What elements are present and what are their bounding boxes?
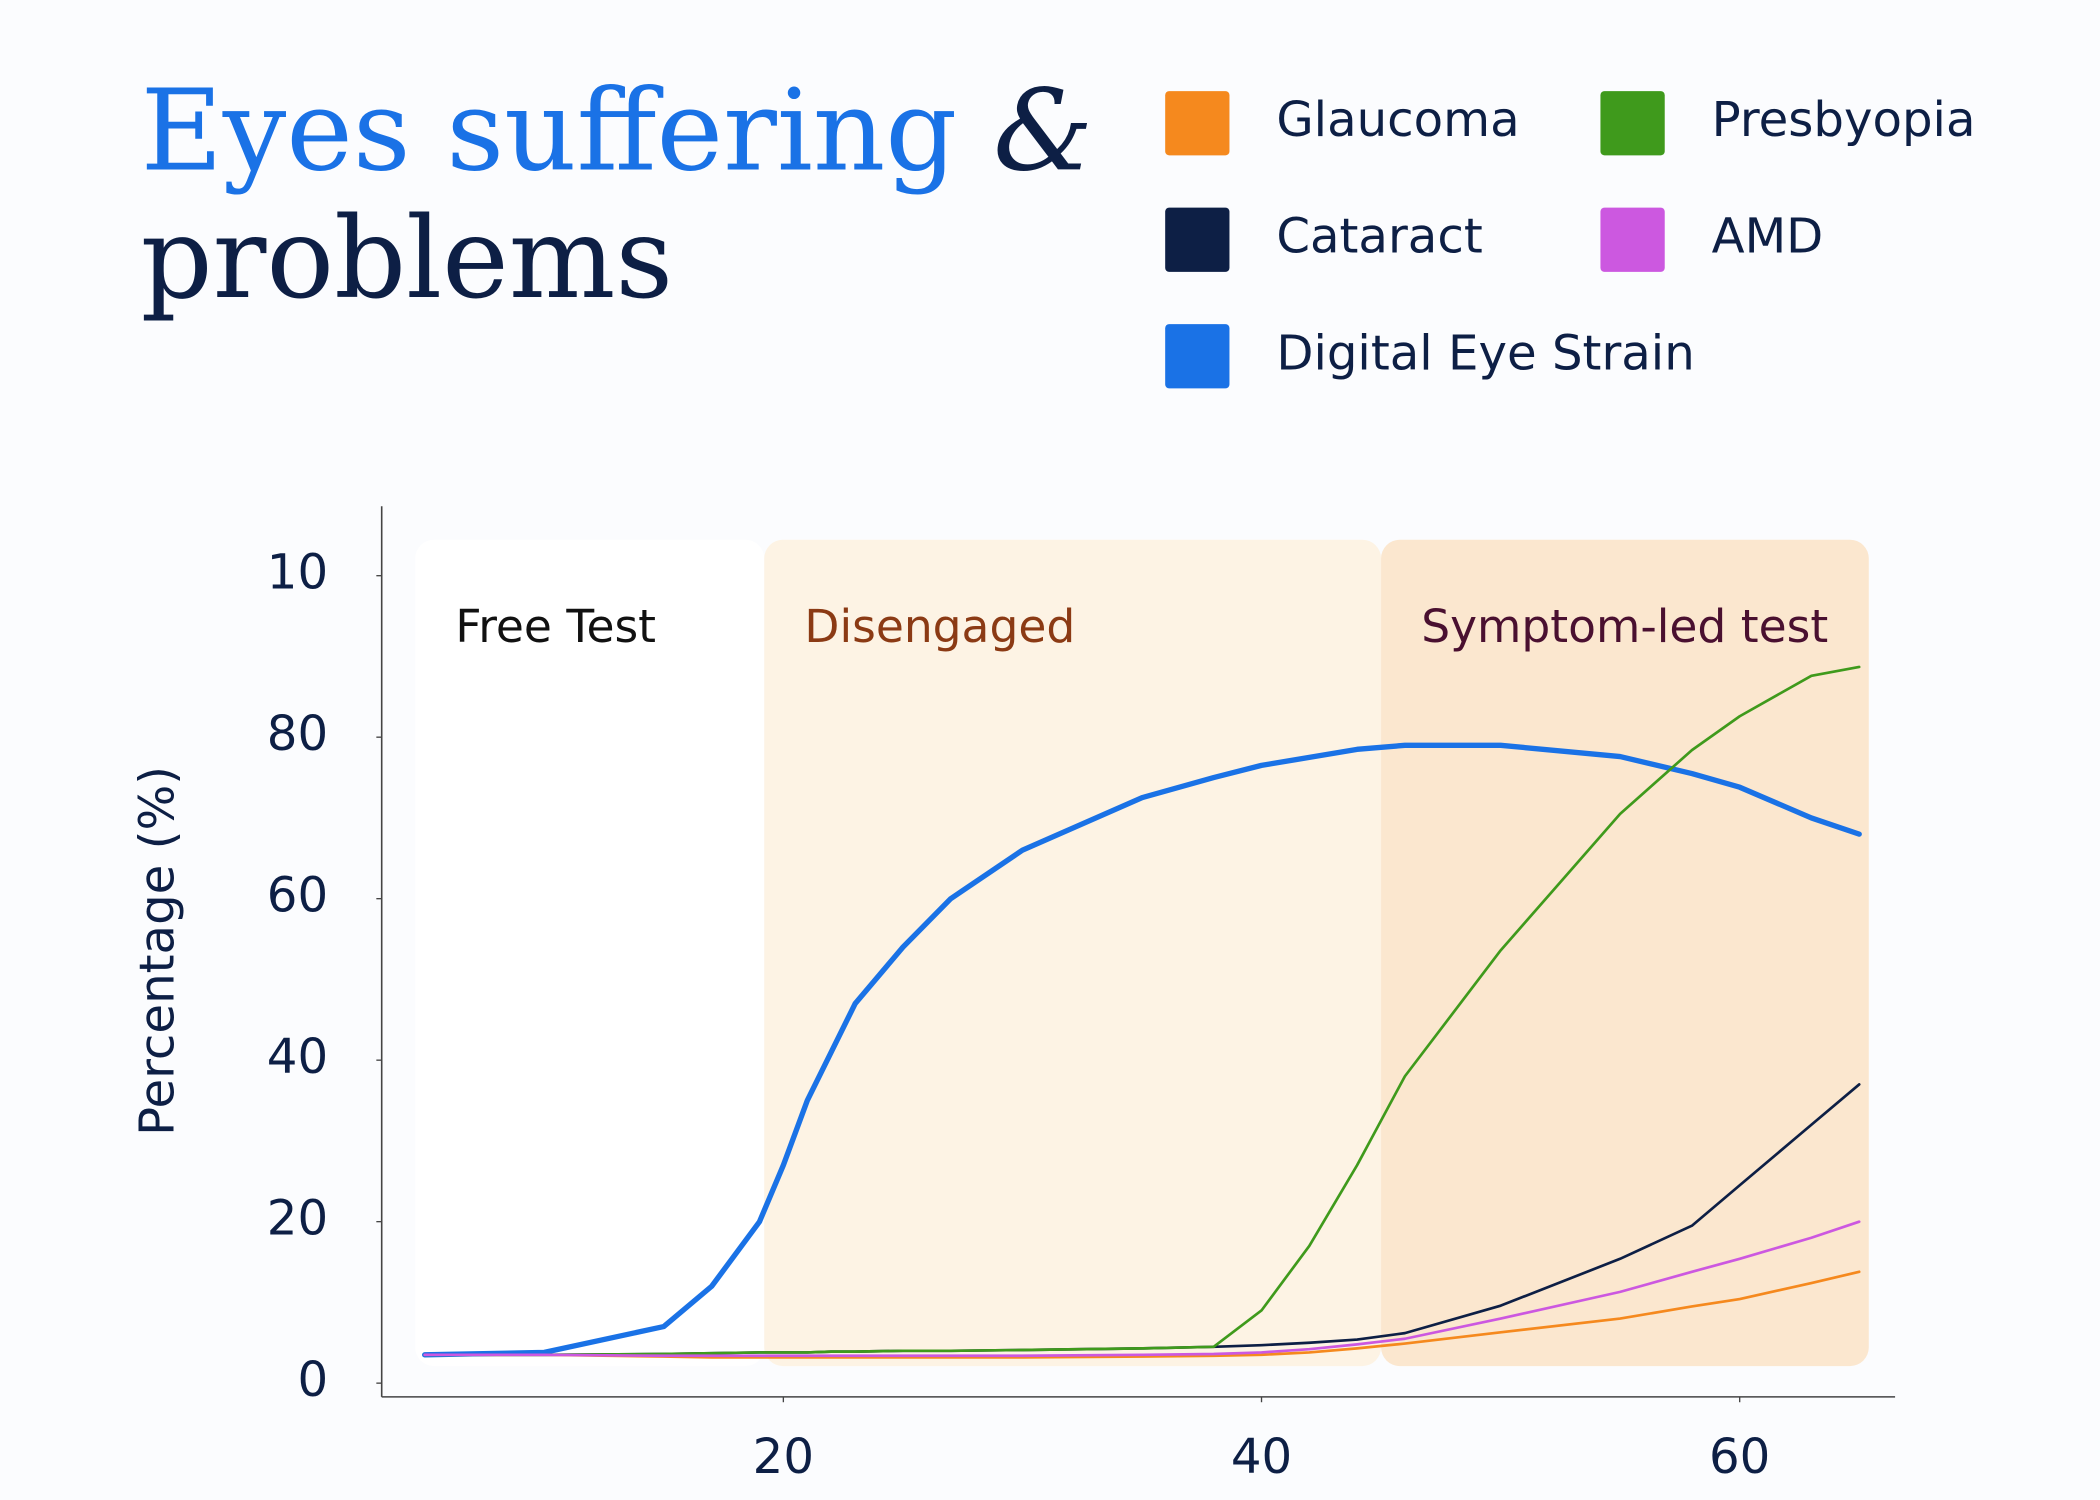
x-tick-label: 20 [753, 1429, 814, 1485]
series-line [423, 1220, 1861, 1358]
region-label: Free Test [455, 600, 656, 653]
region-band [415, 539, 765, 1367]
y-tick-label: 80 [267, 706, 328, 762]
x-tick-label: 60 [1709, 1429, 1770, 1485]
legend-swatch [1165, 324, 1230, 389]
chart-title-line2: problems [141, 193, 674, 324]
legend-label: Cataract [1276, 209, 1482, 265]
series-line [422, 742, 1862, 1358]
series-line [423, 665, 1861, 1357]
y-tick-label: 20 [267, 1191, 328, 1247]
legend-label: Glaucoma [1276, 92, 1519, 148]
legend-label: Digital Eye Strain [1276, 325, 1694, 381]
y-tick-label: 0 [297, 1352, 328, 1408]
title-ampersand: & [993, 66, 1093, 197]
legend-label: AMD [1712, 209, 1824, 265]
region-band [764, 539, 1382, 1367]
series-line [423, 1270, 1861, 1359]
x-tick-label: 40 [1231, 1429, 1292, 1485]
legend-label: Presbyopia [1712, 92, 1976, 148]
y-tick-label: 60 [267, 868, 328, 924]
chart-title: Eyes suffering & [141, 66, 1094, 197]
region-label: Symptom-led test [1421, 600, 1828, 653]
region-label: Disengaged [804, 600, 1075, 653]
y-tick-label: 10 [267, 545, 328, 601]
title-highlight: Eyes suffering [141, 66, 958, 197]
legend-swatch [1165, 91, 1230, 156]
y-axis-title: Percentage (%) [130, 766, 186, 1136]
legend-swatch [1600, 91, 1665, 156]
legend-swatch [1600, 207, 1665, 272]
legend-swatch [1165, 207, 1230, 272]
y-tick-label: 40 [267, 1029, 328, 1085]
